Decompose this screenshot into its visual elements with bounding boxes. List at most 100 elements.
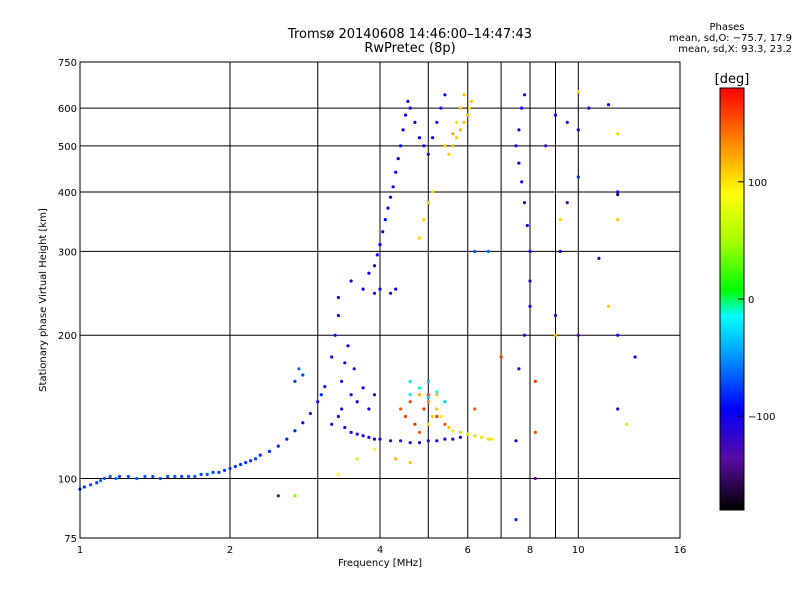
- echo-point: [597, 256, 601, 260]
- echo-point: [466, 432, 470, 436]
- echo-point: [367, 435, 371, 439]
- echo-point: [293, 379, 297, 383]
- echo-point: [336, 472, 340, 476]
- echo-point: [576, 333, 580, 337]
- echo-point: [151, 474, 155, 479]
- phase-stats: Phases mean, sd,O: −75.7, 17.9 mean, sd,…: [602, 22, 792, 55]
- echo-point: [473, 407, 477, 411]
- echo-point: [408, 461, 412, 465]
- echo-point: [522, 201, 527, 205]
- echo-point: [406, 99, 410, 103]
- echo-point: [616, 190, 620, 194]
- echo-point: [514, 144, 518, 148]
- y-tick-label: 400: [58, 188, 77, 199]
- phase-stats-title: Phases: [709, 22, 745, 33]
- echo-point: [576, 128, 580, 132]
- echo-point: [381, 230, 385, 234]
- echo-point: [403, 113, 408, 117]
- echo-point: [82, 485, 86, 489]
- echo-point: [233, 464, 237, 469]
- echo-point: [258, 453, 262, 457]
- echo-point: [469, 99, 473, 103]
- echo-point: [297, 367, 301, 371]
- echo-point: [426, 439, 430, 443]
- x-tick-label: 2: [227, 545, 233, 556]
- echo-point: [458, 435, 462, 439]
- echo-point: [625, 422, 629, 426]
- echo-point: [455, 136, 459, 140]
- echo-point: [158, 476, 162, 481]
- echo-point: [462, 93, 466, 97]
- chart-title-line2: RwPretec (8p): [364, 41, 456, 56]
- echo-point: [426, 422, 430, 426]
- echo-point: [467, 106, 472, 110]
- echo-point: [336, 295, 340, 300]
- echo-point: [417, 386, 422, 390]
- y-tick-label: 600: [58, 104, 77, 115]
- echo-point: [361, 287, 365, 291]
- echo-points: [78, 90, 637, 522]
- echo-point: [108, 474, 112, 479]
- echo-point: [383, 218, 387, 222]
- echo-point: [576, 90, 580, 94]
- echo-point: [431, 136, 435, 140]
- echo-point: [443, 400, 447, 404]
- echo-point: [330, 422, 334, 426]
- echo-point: [514, 518, 518, 522]
- echo-point: [520, 106, 524, 110]
- echo-point: [372, 264, 377, 268]
- echo-point: [293, 429, 297, 433]
- echo-point: [346, 344, 350, 348]
- echo-point: [417, 136, 422, 140]
- echo-point: [520, 180, 524, 184]
- echo-point: [117, 474, 122, 479]
- phase-stats-x: mean, sd,X: 93.3, 23.2: [678, 44, 792, 55]
- echo-point: [394, 457, 398, 461]
- echo-point: [399, 407, 403, 411]
- echo-point: [378, 437, 382, 441]
- echo-point: [180, 474, 184, 479]
- echo-point: [417, 430, 422, 434]
- echo-point: [422, 407, 426, 411]
- echo-point: [199, 472, 203, 476]
- echo-point: [408, 393, 412, 397]
- y-axis-label: Stationary phase Virtual Height [km]: [38, 208, 49, 392]
- echo-point: [367, 271, 371, 275]
- echo-point: [587, 106, 591, 110]
- echo-point: [173, 474, 177, 479]
- echo-point: [408, 106, 412, 110]
- echo-point: [349, 393, 353, 397]
- echo-point: [316, 400, 320, 404]
- echo-point: [349, 430, 353, 434]
- echo-point: [285, 437, 289, 441]
- echo-point: [616, 218, 620, 222]
- echo-point: [375, 253, 379, 257]
- echo-point: [394, 170, 398, 174]
- echo-point: [606, 103, 611, 107]
- echo-point: [99, 479, 103, 483]
- echo-point: [222, 468, 227, 472]
- echo-point: [443, 144, 447, 148]
- colorbar-tick-label: −100: [748, 412, 775, 423]
- echo-point: [361, 434, 365, 438]
- x-axis-label: Frequency [MHz]: [338, 558, 422, 569]
- echo-point: [408, 400, 412, 404]
- echo-point: [553, 333, 558, 337]
- y-tick-label: 750: [58, 58, 77, 69]
- echo-point: [458, 106, 462, 110]
- echo-point: [267, 449, 272, 453]
- echo-point: [451, 437, 455, 441]
- x-tick-labels: 1 2 4 6 8 10 16: [77, 545, 687, 556]
- y-tick-label: 100: [58, 475, 77, 486]
- echo-point: [553, 313, 558, 318]
- echo-point: [343, 361, 347, 365]
- echo-point: [553, 113, 558, 117]
- echo-point: [435, 439, 439, 443]
- echo-point: [435, 407, 439, 411]
- echo-point: [451, 144, 455, 148]
- y-tick-label: 500: [58, 142, 77, 153]
- echo-point: [458, 128, 462, 132]
- echo-point: [533, 430, 537, 434]
- echo-point: [205, 472, 209, 476]
- echo-point: [451, 429, 455, 433]
